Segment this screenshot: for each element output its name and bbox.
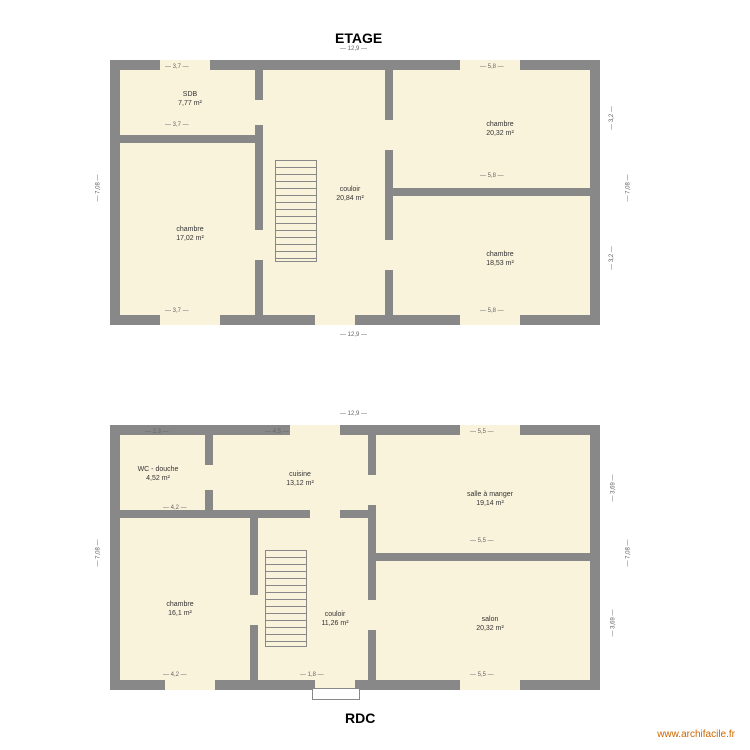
dim-label: — 5,8 — xyxy=(480,64,504,70)
wall xyxy=(120,135,255,143)
window xyxy=(460,680,520,690)
dim-label: — 2,3 — xyxy=(145,429,169,435)
room-label: chambre17,02 m² xyxy=(150,225,230,243)
dim-label: — 1,8 — xyxy=(300,672,324,678)
door xyxy=(385,120,393,150)
dim-label: — 3,7 — xyxy=(165,64,189,70)
dim-label: — 3,7 — xyxy=(165,308,189,314)
room-label: SDB7,77 m² xyxy=(150,90,230,108)
room-label: chambre20,32 m² xyxy=(460,120,540,138)
window xyxy=(165,680,215,690)
stairs xyxy=(265,550,307,647)
dim-label: — 7,08 — xyxy=(626,539,632,566)
wall xyxy=(368,553,590,561)
door xyxy=(385,240,393,270)
dim-label: — 5,8 — xyxy=(480,173,504,179)
dim-label: — 12,9 — xyxy=(340,46,367,52)
room-label: couloir20,84 m² xyxy=(310,185,390,203)
wall xyxy=(385,188,590,196)
dim-label: — 5,8 — xyxy=(480,308,504,314)
dim-label: — 3,69 — xyxy=(611,474,617,501)
dim-label: — 5,5 — xyxy=(470,538,494,544)
room-label: cuisine13,12 m² xyxy=(260,470,340,488)
room-label: chambre16,1 m² xyxy=(140,600,220,618)
room-label: salon20,32 m² xyxy=(450,615,530,633)
dim-label: — 3,2 — xyxy=(609,246,615,270)
window xyxy=(315,315,355,325)
door xyxy=(205,465,213,490)
dim-label: — 12,9 — xyxy=(340,411,367,417)
dim-label: — 4,2 — xyxy=(163,672,187,678)
floor-title-lower: RDC xyxy=(345,710,375,726)
dim-label: — 4,5 — xyxy=(265,429,289,435)
dim-label: — 7,08 — xyxy=(96,174,102,201)
dim-label: — 7,08 — xyxy=(96,539,102,566)
dim-label: — 3,2 — xyxy=(609,106,615,130)
room-label: chambre18,53 m² xyxy=(460,250,540,268)
dim-label: — 12,9 — xyxy=(340,332,367,338)
dim-label: — 5,5 — xyxy=(470,429,494,435)
door xyxy=(255,230,263,260)
dim-label: — 5,5 — xyxy=(470,672,494,678)
window xyxy=(290,425,340,435)
stairs xyxy=(275,160,317,262)
door xyxy=(255,100,263,125)
window xyxy=(160,315,220,325)
dim-label: — 3,7 — xyxy=(165,122,189,128)
door xyxy=(310,510,340,518)
room-label: WC - douche4,52 m² xyxy=(118,465,198,483)
watermark-link[interactable]: www.archifacile.fr xyxy=(657,729,735,740)
dim-label: — 3,69 — xyxy=(611,609,617,636)
dim-label: — 7,08 — xyxy=(626,174,632,201)
entry-step xyxy=(312,688,360,700)
window xyxy=(460,315,520,325)
dim-label: — 4,2 — xyxy=(163,505,187,511)
room-label: salle à manger19,14 m² xyxy=(450,490,530,508)
door xyxy=(368,475,376,505)
door xyxy=(250,595,258,625)
room-label: couloir11,26 m² xyxy=(295,610,375,628)
floor-title-upper: ETAGE xyxy=(335,30,382,46)
